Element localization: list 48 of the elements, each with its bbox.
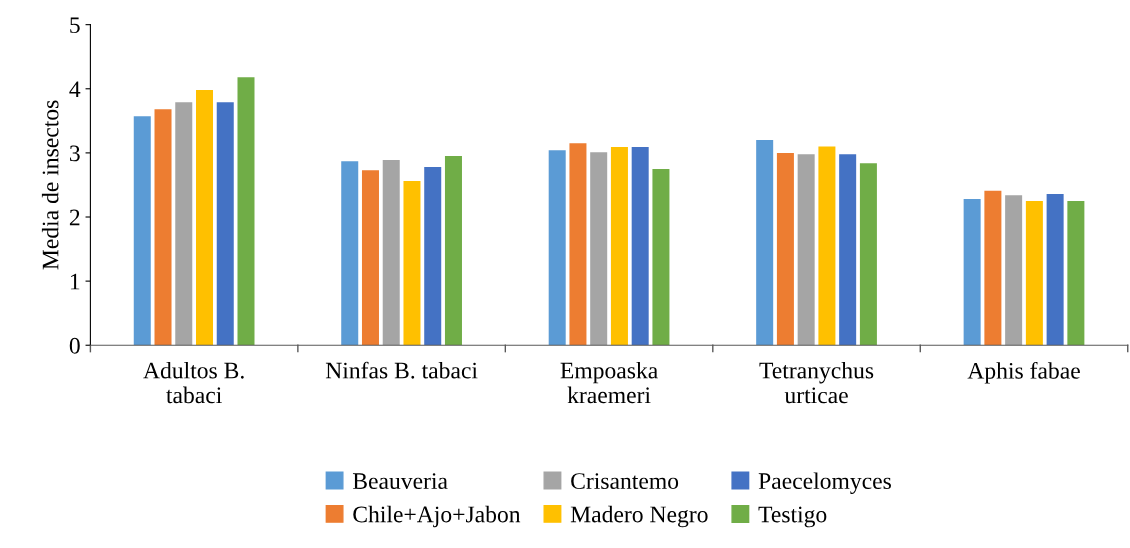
bar: [154, 109, 172, 346]
legend-label: Crisantemo: [571, 473, 679, 490]
bar: [839, 154, 857, 346]
bar: [361, 170, 379, 346]
y-tick-label: 3: [70, 145, 80, 162]
legend-label: Chile+Ajo+Jabon: [353, 505, 521, 528]
bar: [818, 146, 836, 346]
bar: [1067, 200, 1085, 346]
x-tick-label: Aphis fabae: [967, 361, 1080, 384]
bar: [569, 143, 587, 346]
bar: [341, 161, 359, 346]
y-tick-label: 4: [69, 81, 81, 97]
bar: [1025, 200, 1043, 346]
y-tick-label: 5: [70, 17, 80, 34]
bar: [403, 181, 421, 346]
bar: [776, 152, 794, 346]
x-tick-label: Adultos B. tabaci: [143, 361, 244, 404]
bar: [984, 190, 1002, 346]
y-axis-title: Media de insectos: [41, 100, 59, 270]
bar: [444, 156, 462, 346]
bar: [590, 152, 608, 346]
x-tick-label: Tetranychus urticae: [759, 361, 874, 404]
legend-label: Beauveria: [352, 473, 448, 490]
bar: [424, 167, 442, 346]
x-tick-label: Ninfas B. tabaci: [325, 361, 478, 379]
legend-label: Paecelomyces: [758, 472, 891, 494]
bar: [382, 159, 400, 346]
bar: [756, 140, 774, 346]
bar: [133, 116, 151, 346]
bar: [631, 147, 649, 346]
bar: [1046, 193, 1064, 346]
bar: [175, 102, 193, 346]
bar: [652, 168, 670, 346]
bar: [196, 90, 214, 346]
y-tick-label: 2: [69, 209, 80, 226]
legend-label: Madero Negro: [570, 505, 708, 528]
bar: [859, 163, 877, 346]
bar: [797, 154, 815, 346]
x-tick-label: Empoaska kraemeri: [560, 361, 658, 404]
bar: [963, 199, 981, 346]
bar: [1005, 195, 1023, 346]
bar: [548, 150, 566, 346]
y-tick-label: 1: [70, 273, 80, 290]
legend-label: Testigo: [758, 506, 827, 528]
bar: [237, 77, 255, 346]
bar: [216, 102, 234, 346]
y-tick-label: 0: [69, 337, 80, 354]
bar: [610, 147, 628, 346]
